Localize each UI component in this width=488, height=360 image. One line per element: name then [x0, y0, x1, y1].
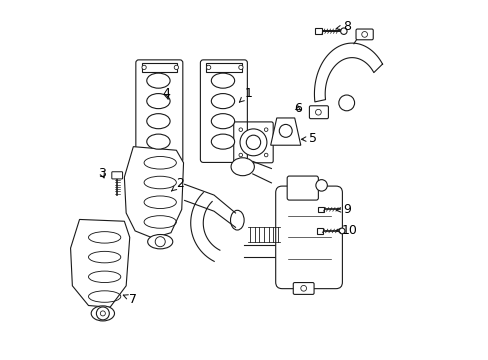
Circle shape — [174, 65, 178, 69]
Ellipse shape — [146, 114, 170, 129]
Circle shape — [338, 95, 354, 111]
Circle shape — [155, 237, 165, 247]
Text: 1: 1 — [239, 87, 252, 102]
Text: 2: 2 — [171, 177, 184, 191]
FancyBboxPatch shape — [293, 283, 313, 294]
Polygon shape — [270, 118, 300, 145]
Circle shape — [238, 65, 243, 69]
Ellipse shape — [211, 73, 234, 88]
FancyBboxPatch shape — [316, 228, 323, 234]
Circle shape — [339, 228, 344, 234]
Circle shape — [206, 65, 210, 69]
Circle shape — [96, 307, 109, 320]
FancyBboxPatch shape — [309, 106, 328, 119]
Ellipse shape — [240, 129, 266, 156]
Text: 7: 7 — [123, 293, 137, 306]
Ellipse shape — [211, 134, 234, 149]
FancyBboxPatch shape — [355, 29, 372, 40]
FancyBboxPatch shape — [142, 63, 177, 72]
Ellipse shape — [146, 73, 170, 88]
Circle shape — [340, 28, 346, 35]
Circle shape — [264, 153, 267, 157]
Ellipse shape — [147, 234, 172, 249]
Circle shape — [100, 311, 105, 316]
FancyBboxPatch shape — [275, 186, 342, 289]
Text: 4: 4 — [163, 87, 170, 100]
Polygon shape — [314, 43, 382, 102]
Ellipse shape — [211, 94, 234, 109]
Text: 3: 3 — [98, 167, 106, 180]
FancyBboxPatch shape — [112, 172, 122, 179]
Ellipse shape — [146, 134, 170, 149]
Ellipse shape — [146, 94, 170, 109]
Circle shape — [361, 32, 367, 37]
Text: 5: 5 — [301, 132, 316, 145]
Circle shape — [142, 65, 146, 69]
Text: 10: 10 — [335, 224, 357, 238]
Circle shape — [300, 285, 306, 291]
FancyBboxPatch shape — [314, 28, 322, 35]
Ellipse shape — [246, 135, 260, 149]
Ellipse shape — [91, 306, 114, 321]
FancyBboxPatch shape — [317, 207, 324, 212]
Circle shape — [315, 109, 321, 115]
Text: 6: 6 — [293, 102, 301, 115]
Polygon shape — [70, 220, 129, 307]
Text: 8: 8 — [336, 20, 350, 33]
Polygon shape — [124, 147, 183, 238]
Circle shape — [279, 125, 292, 137]
Circle shape — [315, 180, 326, 191]
FancyBboxPatch shape — [136, 60, 183, 162]
FancyBboxPatch shape — [206, 63, 242, 72]
FancyBboxPatch shape — [200, 60, 247, 162]
Circle shape — [239, 128, 242, 131]
Ellipse shape — [211, 114, 234, 129]
Circle shape — [239, 153, 242, 157]
FancyBboxPatch shape — [286, 176, 318, 200]
Ellipse shape — [230, 158, 254, 176]
Circle shape — [264, 128, 267, 131]
Text: 9: 9 — [336, 203, 351, 216]
